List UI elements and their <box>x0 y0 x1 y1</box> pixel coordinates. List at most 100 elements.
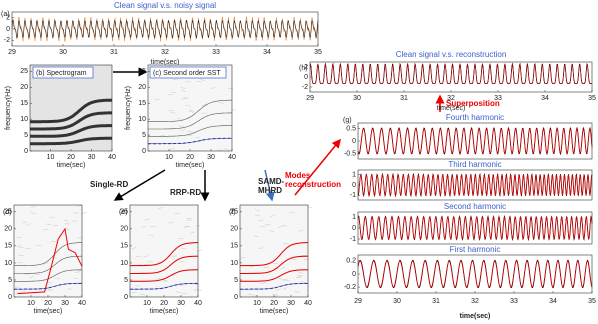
x-tick-label: 10 <box>253 300 261 307</box>
x-tick-label: 30 <box>207 154 215 161</box>
y-tick-label: 1 <box>352 171 356 178</box>
x-tick-label: 33 <box>212 49 220 56</box>
annotation-line: reconstruction <box>285 180 341 189</box>
y-tick-label: 0 <box>142 148 146 155</box>
y-tick-label: 0 <box>234 294 238 301</box>
panel-label: (h) <box>299 65 308 72</box>
x-tick-label: 40 <box>194 300 202 307</box>
x-tick-label: 20 <box>186 154 194 161</box>
y-tick-label: 0 <box>304 74 308 81</box>
y-tick-label: 20 <box>120 226 128 233</box>
y-axis-label: frequency(Hz) <box>5 86 12 130</box>
panel-label: (c) Second order SST <box>153 70 221 77</box>
panel-label: (e) <box>119 209 128 216</box>
x-axis-label: time(sec) <box>260 308 289 315</box>
y-tick-label: 15 <box>120 243 128 250</box>
subplot-title: Second harmonic <box>444 202 506 211</box>
y-tick-label: 10 <box>4 260 12 267</box>
x-axis-label: time(sec) <box>437 105 466 112</box>
annotation: SAMD-MHRD <box>258 177 285 195</box>
x-tick-label: 34 <box>541 95 549 102</box>
y-tick-label: 0 <box>124 294 128 301</box>
x-tick-label: 40 <box>304 300 312 307</box>
curve <box>358 128 592 154</box>
x-tick-label: 32 <box>447 95 455 102</box>
y-tick-label: -0.5 <box>344 150 356 157</box>
y-tick-label: 5 <box>24 132 28 139</box>
y-tick-label: 5 <box>142 132 146 139</box>
x-tick-label: 35 <box>588 298 596 305</box>
y-tick-label: 0 <box>8 294 12 301</box>
y-tick-label: -1 <box>350 192 356 199</box>
y-tick-label: 15 <box>4 243 12 250</box>
y-axis-label: frequency(Hz) <box>125 86 132 130</box>
x-tick-label: 20 <box>44 300 52 307</box>
y-tick-label: 5 <box>124 277 128 284</box>
y-tick-label: 10 <box>138 116 146 123</box>
subplot-title: Fourth harmonic <box>446 113 504 122</box>
y-tick-label: 5 <box>234 277 238 284</box>
y-tick-label: 20 <box>230 226 238 233</box>
x-tick-label: 20 <box>67 154 75 161</box>
y-tick-label: 1 <box>352 214 356 221</box>
x-axis-label: time(sec) <box>460 313 491 320</box>
annotation: RRP-RD <box>170 188 201 197</box>
annotation-line: MHRD <box>258 186 282 195</box>
curve <box>308 207 313 208</box>
x-axis-label: time(sec) <box>57 162 86 169</box>
curve <box>358 129 592 154</box>
x-tick-label: 29 <box>8 49 16 56</box>
panel-title: Clean signal v.s. reconstruction <box>396 50 507 59</box>
x-tick-label: 40 <box>78 300 86 307</box>
y-tick-label: 0 <box>352 138 356 145</box>
y-tick-label: 0 <box>24 148 28 155</box>
x-tick-label: 30 <box>61 300 69 307</box>
x-tick-label: 32 <box>161 49 169 56</box>
annotation-line: SAMD- <box>258 177 285 186</box>
x-tick-label: 30 <box>59 49 67 56</box>
y-tick-label: -2 <box>4 37 10 44</box>
y-tick-label: -2 <box>302 84 308 91</box>
x-axis-label: time(sec) <box>150 308 179 315</box>
y-tick-label: -0.2 <box>344 284 356 291</box>
annotation: Single-RD <box>90 180 128 189</box>
panel-label: (g) <box>343 117 352 124</box>
subplot-title: Third harmonic <box>448 160 501 169</box>
x-tick-label: 30 <box>177 300 185 307</box>
y-tick-label: 20 <box>20 84 28 91</box>
y-tick-label: 10 <box>120 260 128 267</box>
x-tick-label: 30 <box>287 300 295 307</box>
y-tick-label: 0 <box>6 26 10 33</box>
y-tick-label: 0.2 <box>346 258 356 265</box>
y-tick-label: 25 <box>20 68 28 75</box>
y-tick-label: 0.5 <box>346 125 356 132</box>
x-tick-label: 31 <box>110 49 118 56</box>
panel-label: (b) Spectrogram <box>36 70 87 77</box>
x-tick-label: 20 <box>160 300 168 307</box>
plot-bg <box>240 205 308 297</box>
x-tick-label: 33 <box>494 95 502 102</box>
x-tick-label: 35 <box>588 95 596 102</box>
x-tick-label: 40 <box>108 154 116 161</box>
x-tick-label: 34 <box>263 49 271 56</box>
y-tick-label: 25 <box>138 68 146 75</box>
x-tick-label: 40 <box>228 154 236 161</box>
x-tick-label: 20 <box>270 300 278 307</box>
y-tick-label: 20 <box>4 226 12 233</box>
y-tick-label: 10 <box>230 260 238 267</box>
panel-label: (d) <box>3 209 12 216</box>
y-tick-label: 15 <box>20 100 28 107</box>
y-tick-label: 0 <box>352 271 356 278</box>
x-axis-label: time(sec) <box>34 308 63 315</box>
y-tick-label: 15 <box>138 100 146 107</box>
curve <box>358 175 592 196</box>
x-tick-label: 29 <box>354 298 362 305</box>
x-tick-label: 31 <box>400 95 408 102</box>
x-tick-label: 30 <box>393 298 401 305</box>
x-tick-label: 10 <box>143 300 151 307</box>
panel-label: (a) <box>1 11 10 18</box>
y-tick-label: 5 <box>8 277 12 284</box>
x-tick-label: 32 <box>471 298 479 305</box>
x-tick-label: 35 <box>314 49 322 56</box>
x-tick-label: 31 <box>432 298 440 305</box>
